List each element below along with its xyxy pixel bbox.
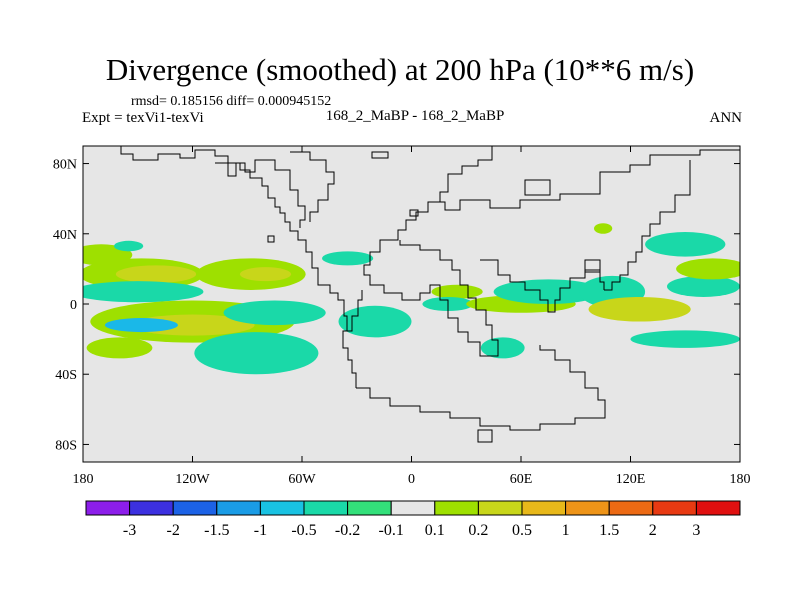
field-region-11 bbox=[338, 305, 412, 338]
field-region-17 bbox=[493, 279, 604, 305]
coastline-north-america-east bbox=[215, 159, 306, 228]
colorbar-label-7: 0.1 bbox=[425, 522, 445, 539]
colorbar-box-10 bbox=[521, 500, 567, 516]
colorbar-label-2: -1.5 bbox=[204, 522, 229, 539]
colorbar: -3 -2 -1.5 -1 -0.5 -0.2 -0.1 0.1 0.2 0.5 1 1.5 2 3 bbox=[85, 500, 741, 539]
colorbar-box-3 bbox=[216, 500, 261, 516]
y-tick-label-0: 80N bbox=[53, 158, 77, 173]
colorbar-label-8: 0.2 bbox=[468, 522, 488, 539]
x-tick-label-4: 60E bbox=[510, 472, 533, 487]
coastline-africa bbox=[363, 239, 499, 357]
colorbar-label-5: -0.2 bbox=[335, 522, 360, 539]
coastline-arabia-india bbox=[480, 259, 605, 313]
colorbar-box-13 bbox=[652, 500, 697, 516]
field-region-26 bbox=[114, 240, 144, 252]
rmsd-diff-stats: rmsd= 0.185156 diff= 0.000945152 bbox=[131, 94, 332, 109]
x-tick-label-6: 180 bbox=[730, 472, 751, 487]
x-tick-label-2: 60W bbox=[288, 472, 316, 487]
field-region-13 bbox=[86, 337, 153, 359]
x-axis: 180 120W 60W 0 60E 120E 180 bbox=[73, 146, 751, 487]
y-tick-label-4: 80S bbox=[55, 438, 77, 453]
field-region-22 bbox=[676, 258, 740, 280]
coastline-eurasia bbox=[392, 146, 740, 291]
colorbar-label-11: 1.5 bbox=[599, 522, 619, 539]
field-region-25 bbox=[594, 223, 613, 234]
colorbar-box-7 bbox=[390, 500, 436, 516]
field-region-6 bbox=[83, 281, 204, 303]
coastline-islands bbox=[267, 151, 601, 443]
colorbar-box-12 bbox=[608, 500, 654, 516]
experiment-label: Expt = texVi1-texVi bbox=[82, 110, 204, 126]
colorbar-box-5 bbox=[303, 500, 349, 516]
colorbar-box-2 bbox=[172, 500, 218, 516]
colorbar-box-8 bbox=[434, 500, 479, 516]
colorbar-box-14 bbox=[695, 500, 741, 516]
field-region-24 bbox=[630, 330, 740, 348]
colorbar-label-12: 2 bbox=[649, 522, 657, 539]
colorbar-label-1: -2 bbox=[167, 522, 180, 539]
colorbar-box-0 bbox=[85, 500, 131, 516]
coastline-south-america-east bbox=[343, 290, 363, 332]
y-axis: 80N 40N 0 40S 80S bbox=[53, 158, 740, 453]
field-region-14 bbox=[431, 284, 483, 299]
colorbar-box-6 bbox=[347, 500, 392, 516]
case-label: 168_2_MaBP - 168_2_MaBP bbox=[325, 108, 505, 124]
x-tick-label-5: 120E bbox=[616, 472, 646, 487]
x-tick-label-1: 120W bbox=[175, 472, 210, 487]
x-tick-label-0: 180 bbox=[73, 472, 94, 487]
colorbar-label-9: 0.5 bbox=[512, 522, 532, 539]
colorbar-label-4: -0.5 bbox=[291, 522, 316, 539]
colorbar-box-9 bbox=[477, 500, 523, 516]
colorbar-label-0: -3 bbox=[123, 522, 136, 539]
season-label: ANN bbox=[709, 110, 743, 126]
y-tick-label-1: 40N bbox=[53, 228, 77, 243]
field-region-4 bbox=[239, 267, 292, 282]
field-region-23 bbox=[480, 337, 525, 359]
coastline-americas bbox=[120, 146, 357, 388]
colorbar-label-10: 1 bbox=[562, 522, 570, 539]
field-region-10 bbox=[223, 300, 326, 326]
field-region-2 bbox=[115, 265, 197, 283]
coastlines bbox=[120, 146, 740, 443]
colorbar-label-6: -0.1 bbox=[379, 522, 404, 539]
coastline-greenland bbox=[290, 151, 335, 222]
field-region-19 bbox=[588, 296, 691, 322]
field-region-20 bbox=[667, 275, 740, 297]
y-tick-label-3: 40S bbox=[55, 368, 77, 383]
field-region-21 bbox=[645, 232, 726, 257]
y-tick-label-2: 0 bbox=[70, 298, 77, 313]
field-region-12 bbox=[194, 332, 319, 375]
colorbar-box-4 bbox=[259, 500, 305, 516]
coastline-antarctica bbox=[356, 345, 606, 431]
field-region-9 bbox=[104, 318, 178, 333]
chart-title: Divergence (smoothed) at 200 hPa (10**6 … bbox=[105, 52, 695, 87]
colorbar-box-1 bbox=[129, 500, 174, 516]
field-region-5 bbox=[322, 251, 374, 266]
colorbar-box-11 bbox=[565, 500, 610, 516]
colorbar-label-3: -1 bbox=[254, 522, 267, 539]
colorbar-label-13: 3 bbox=[692, 522, 700, 539]
x-tick-label-3: 0 bbox=[408, 472, 415, 487]
